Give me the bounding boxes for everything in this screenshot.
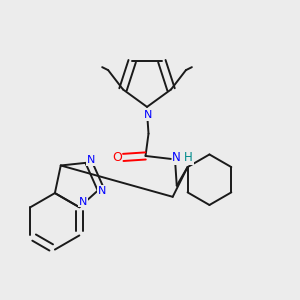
Text: N: N <box>98 186 106 196</box>
Text: N: N <box>79 197 87 207</box>
Text: N: N <box>172 151 181 164</box>
Text: H: H <box>184 151 193 164</box>
Text: O: O <box>112 151 122 164</box>
Text: N: N <box>144 110 153 120</box>
Text: N: N <box>87 155 95 165</box>
